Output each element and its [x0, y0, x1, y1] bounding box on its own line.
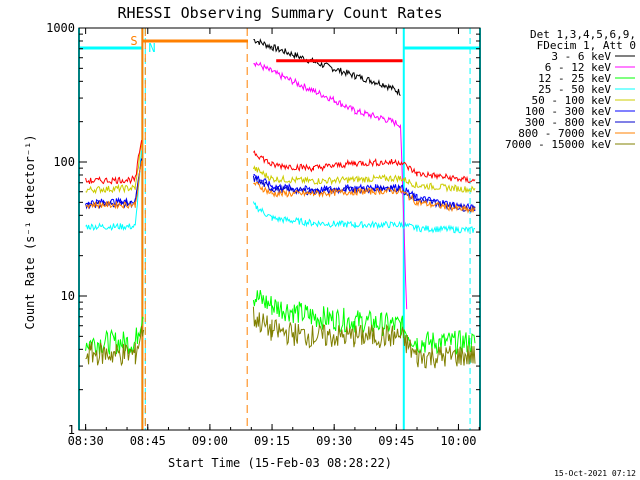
- series-line-8: [85, 306, 476, 369]
- legend-header-1: FDecim 1, Att 0: [537, 39, 636, 52]
- x-tick-label-4: 09:30: [316, 434, 352, 448]
- legend-header-0: Det 1,3,4,5,6,9,: [530, 28, 636, 41]
- legend-label-6: 300 - 800 keV: [525, 116, 611, 129]
- y-tick-label-3: 1000: [46, 21, 75, 35]
- y-axis: 1 10 100 1000: [46, 21, 480, 437]
- footer-timestamp: 15-Oct-2021 07:12: [554, 469, 636, 478]
- legend-label-2: 12 - 25 keV: [538, 72, 611, 85]
- legend-label-5: 100 - 300 keV: [525, 105, 611, 118]
- x-axis: 08:30 08:45 09:00 09:15 09:30 09:45 10:00: [68, 28, 480, 448]
- series-line-0: [253, 38, 401, 96]
- chart-title: RHESSI Observing Summary Count Rates: [117, 4, 442, 22]
- saa-label: S: [130, 34, 137, 48]
- y-tick-label-0: 1: [68, 423, 75, 437]
- y-tick-label-2: 100: [53, 155, 75, 169]
- legend-label-3: 25 - 50 keV: [538, 83, 611, 96]
- legend-label-7: 800 - 7000 keV: [518, 127, 611, 140]
- x-tick-label-1: 08:45: [130, 434, 166, 448]
- x-tick-label-0: 08:30: [68, 434, 104, 448]
- x-tick-label-3: 09:15: [254, 434, 290, 448]
- legend: Det 1,3,4,5,6,9,FDecim 1, Att 03 - 6 keV…: [505, 28, 636, 151]
- legend-label-8: 7000 - 15000 keV: [505, 138, 611, 151]
- y-tick-label-1: 10: [61, 289, 75, 303]
- series-line-1: [253, 61, 408, 310]
- night-label: N: [148, 41, 155, 55]
- x-tick-label-5: 09:45: [378, 434, 414, 448]
- series-line-4: [85, 144, 476, 195]
- series-line-9: [85, 140, 476, 185]
- x-tick-label-2: 09:00: [192, 434, 228, 448]
- legend-label-0: 3 - 6 keV: [551, 50, 611, 63]
- plot-frame: [78, 27, 481, 431]
- series-line-3: [85, 150, 475, 234]
- series-line-2: [85, 290, 476, 357]
- legend-label-1: 6 - 12 keV: [545, 61, 612, 74]
- y-axis-label: Count Rate (s⁻¹ detector⁻¹): [23, 134, 37, 329]
- legend-label-4: 50 - 100 keV: [532, 94, 612, 107]
- series-line-7: [85, 160, 476, 214]
- x-axis-label: Start Time (15-Feb-03 08:28:22): [168, 456, 392, 470]
- x-tick-label-6: 10:00: [440, 434, 476, 448]
